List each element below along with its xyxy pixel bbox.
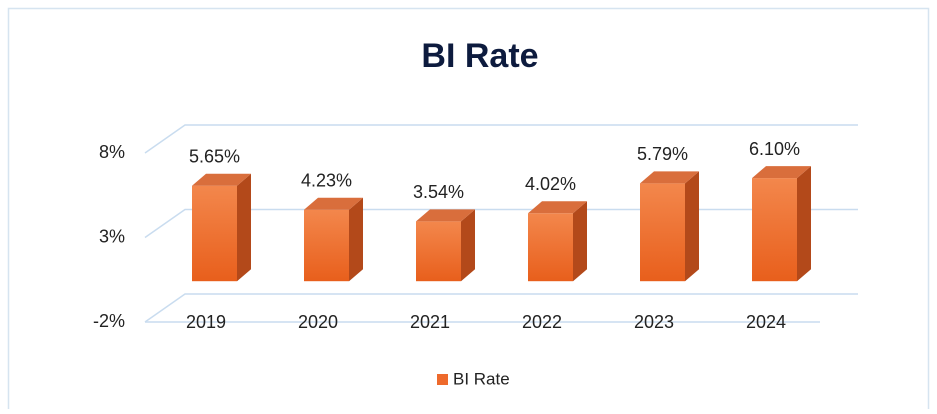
value-label: 5.79% — [637, 144, 688, 164]
y-tick-label: -2% — [93, 311, 125, 331]
x-tick-label: 2022 — [522, 312, 562, 332]
value-label: 3.54% — [413, 182, 464, 202]
value-label: 4.23% — [301, 170, 352, 190]
y-tick-label: 8% — [99, 142, 125, 162]
x-tick-label: 2024 — [746, 312, 786, 332]
y-tick-label: 3% — [99, 226, 125, 246]
grid-line — [144, 208, 858, 239]
bar-top — [752, 166, 811, 179]
value-label: 4.02% — [525, 174, 576, 194]
bar-top — [528, 201, 587, 214]
bar-side — [573, 201, 587, 282]
bar-top — [640, 171, 699, 184]
bar-side — [797, 166, 811, 282]
value-label: 6.10% — [749, 139, 800, 159]
chart-title: BI Rate — [421, 37, 538, 75]
bar-front — [416, 221, 461, 282]
bar-top — [192, 173, 251, 186]
value-label: 5.65% — [189, 146, 240, 166]
bar-side — [237, 173, 251, 282]
x-tick-label: 2023 — [634, 312, 674, 332]
bar-front — [640, 183, 685, 282]
legend-swatch — [437, 374, 448, 385]
bar-top — [416, 209, 475, 222]
x-tick-label: 2020 — [298, 312, 338, 332]
grid-line — [144, 293, 858, 323]
bar-front — [304, 209, 349, 282]
bar-side — [685, 171, 699, 282]
x-tick-label: 2021 — [410, 312, 450, 332]
x-tick-label: 2019 — [186, 312, 226, 332]
bar-front — [528, 213, 573, 282]
bar-front — [192, 185, 237, 282]
legend-label: BI Rate — [453, 369, 510, 388]
grid-line — [144, 124, 858, 154]
bar-top — [304, 197, 363, 210]
bar-side — [461, 209, 475, 282]
bar-side — [349, 197, 363, 282]
bar-front — [752, 178, 797, 282]
